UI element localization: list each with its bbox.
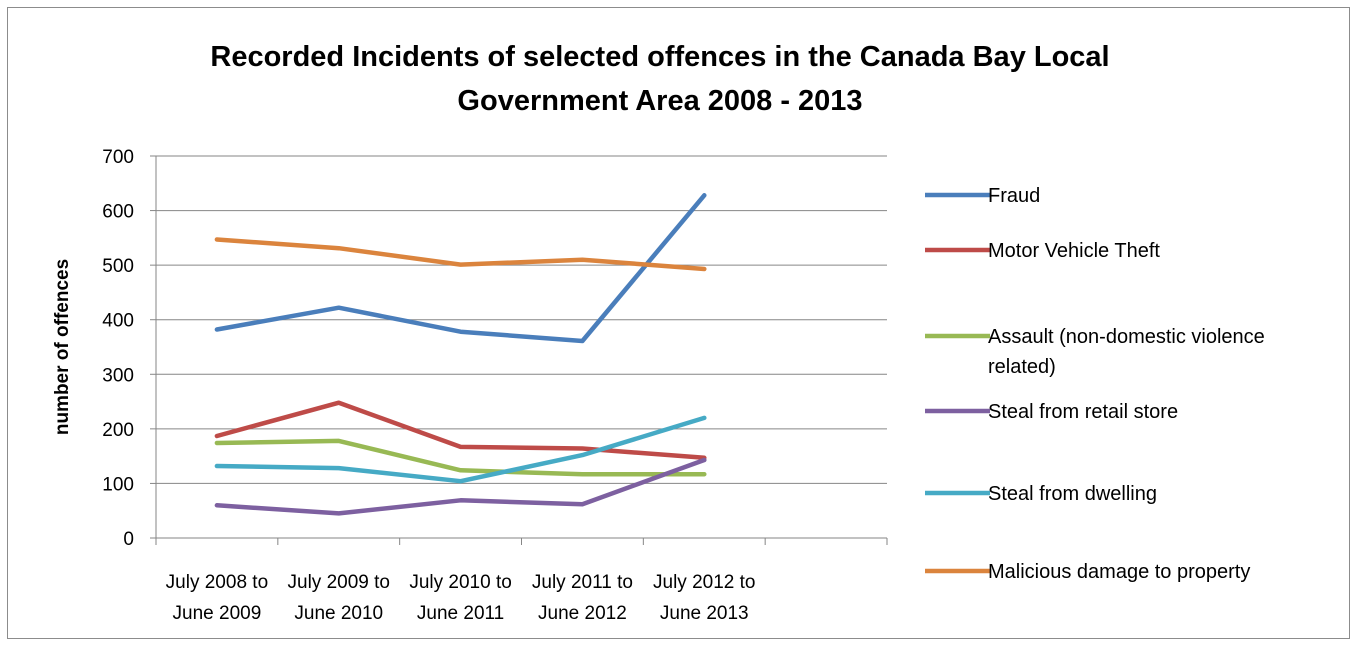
chart-title-line: Recorded Incidents of selected offences … bbox=[210, 41, 1109, 73]
y-tick-label: 400 bbox=[102, 311, 134, 332]
series-line bbox=[214, 193, 707, 344]
legend-label: Malicious damage to property bbox=[988, 561, 1250, 583]
y-tick-label: 500 bbox=[102, 256, 134, 277]
chart-frame bbox=[7, 7, 1350, 639]
y-tick-label: 700 bbox=[102, 147, 134, 168]
series-line bbox=[214, 237, 707, 272]
series-line bbox=[214, 457, 707, 516]
chart-title-line: Government Area 2008 - 2013 bbox=[457, 85, 862, 117]
y-tick-label: 100 bbox=[102, 474, 134, 495]
legend-label: Assault (non-domestic violence bbox=[988, 326, 1265, 348]
series-line bbox=[214, 400, 707, 461]
series-line bbox=[214, 415, 707, 484]
legend-label: Steal from retail store bbox=[988, 401, 1178, 423]
x-tick-label: June 2010 bbox=[294, 603, 383, 624]
y-tick-label: 300 bbox=[102, 365, 134, 386]
legend-label: Motor Vehicle Theft bbox=[988, 240, 1160, 262]
y-tick-label: 600 bbox=[102, 202, 134, 223]
x-tick-label: July 2008 to bbox=[166, 572, 268, 593]
legend-label: Steal from dwelling bbox=[988, 483, 1157, 505]
legend-label: Fraud bbox=[988, 185, 1040, 207]
legend-label: related) bbox=[988, 356, 1056, 378]
x-tick-label: July 2009 to bbox=[288, 572, 390, 593]
x-tick-label: July 2012 to bbox=[653, 572, 755, 593]
x-tick-label: June 2013 bbox=[660, 603, 749, 624]
y-tick-label: 200 bbox=[102, 420, 134, 441]
y-tick-label: 0 bbox=[123, 529, 134, 550]
x-tick-label: June 2009 bbox=[173, 603, 262, 624]
x-tick-label: July 2011 to bbox=[532, 572, 633, 593]
x-tick-label: June 2012 bbox=[538, 603, 627, 624]
series-line bbox=[214, 438, 707, 477]
y-axis-label: number of offences bbox=[52, 259, 73, 435]
x-tick-label: July 2010 to bbox=[409, 572, 511, 593]
x-tick-label: June 2011 bbox=[417, 603, 504, 624]
